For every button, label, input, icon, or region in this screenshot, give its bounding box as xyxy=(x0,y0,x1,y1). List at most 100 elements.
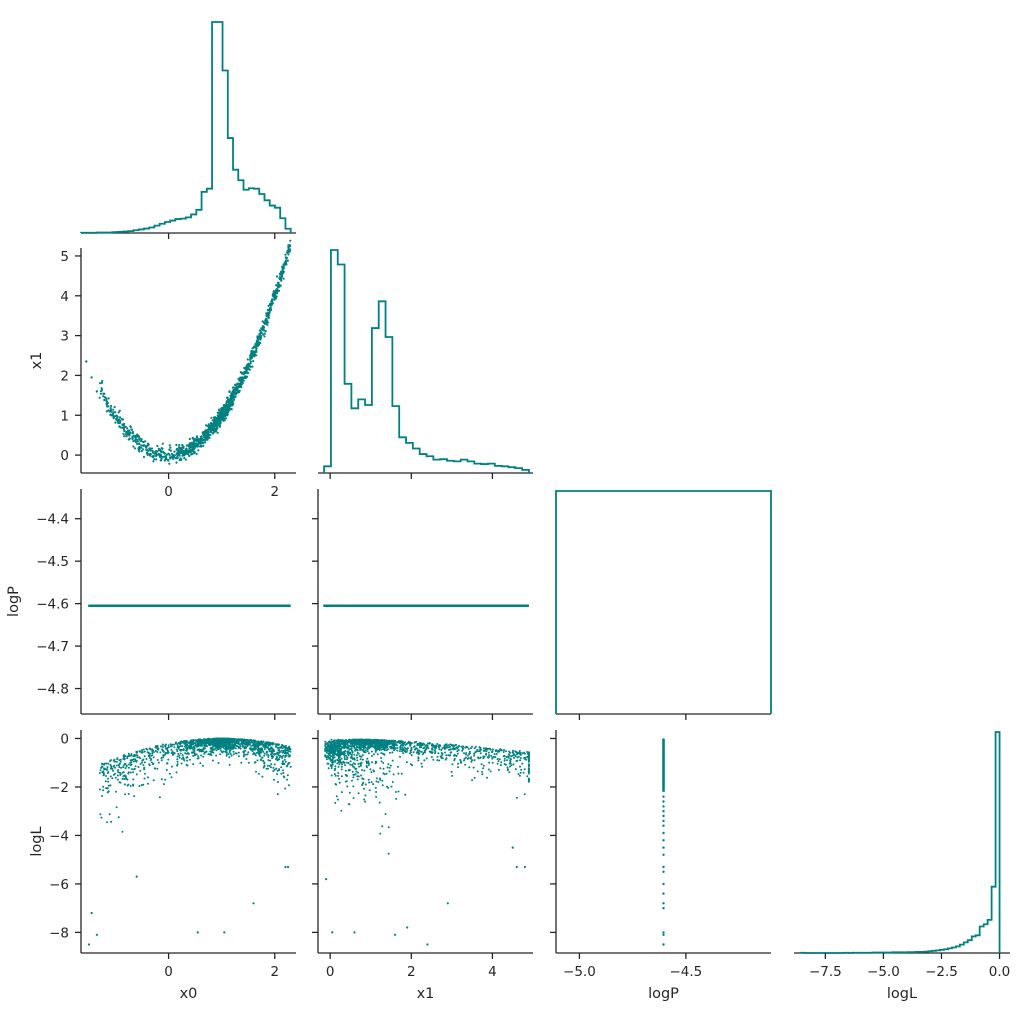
s_x0_logL-point xyxy=(237,747,240,749)
s_x0_x1-point xyxy=(247,362,250,365)
s_x1_logP-point xyxy=(339,604,342,607)
s_x1_logL-point xyxy=(361,769,363,771)
s_x1_logL-point xyxy=(324,745,327,748)
s_x1_logL-point xyxy=(440,749,443,751)
s_x0_logL-point xyxy=(124,775,127,778)
s_x0_logL-point xyxy=(116,774,119,777)
s_x0_logL-point xyxy=(112,773,115,776)
s_x1_logL-point xyxy=(476,770,479,773)
s_x0_logP-point xyxy=(112,604,115,607)
s_x0_logL-point xyxy=(230,754,233,757)
s_x0_x1-point xyxy=(188,447,191,450)
s_x1_logL-point xyxy=(526,752,529,755)
s_x0_x1-point xyxy=(167,459,170,462)
s_x0_logL-point xyxy=(176,760,179,763)
s_x0_x1-point xyxy=(225,406,228,409)
s_x0_logL-point xyxy=(138,785,141,787)
s_x0_x1-point xyxy=(176,454,179,457)
s_x1_logL-point xyxy=(333,744,336,746)
s_x0_x1-point xyxy=(210,427,213,431)
s_logP_logL-point xyxy=(662,805,665,808)
s_x1_logL-point xyxy=(449,748,451,751)
s_x1_logL-point xyxy=(336,798,339,801)
s_x0_x1-x-tick-label: 2 xyxy=(270,484,279,500)
s_x0_logL-point xyxy=(251,747,254,750)
h_x1-step xyxy=(323,249,530,473)
s_x1_logL-point xyxy=(409,744,412,747)
s_x0_x1-point xyxy=(168,462,171,465)
s_x0_logL-point xyxy=(262,750,265,753)
s_x1_logL-point xyxy=(401,743,404,746)
s_x0_x1-point xyxy=(231,400,235,403)
s_x1_logL-point xyxy=(463,757,466,760)
s_x0_x1-point xyxy=(279,270,283,273)
histogram-logP-panel xyxy=(555,490,772,720)
s_x1_logL-point xyxy=(325,878,328,881)
s_x1_logL-point xyxy=(526,775,529,778)
s_x1_logL-point xyxy=(340,739,343,742)
s_x0_x1-point xyxy=(184,451,187,454)
s_x0_logL-point xyxy=(194,754,196,757)
s_x1_logL-point xyxy=(470,760,473,763)
s_x1_logL-point xyxy=(356,756,358,759)
s_x1_logL-point xyxy=(446,746,449,749)
s_x1_logL-point xyxy=(427,747,430,749)
s_x1_logL-point xyxy=(514,768,517,771)
s_x0_logL-point xyxy=(144,772,146,775)
s_x0_x1-point xyxy=(197,449,200,452)
s_x1_logL-point xyxy=(521,752,524,755)
s_x0_logL-point xyxy=(229,752,232,755)
s_x1_logL-point xyxy=(457,745,460,748)
s_x0_logL-point xyxy=(276,773,278,776)
s_x0_x1-point xyxy=(267,312,270,315)
s_x1_logL-point xyxy=(487,768,490,771)
s_x1_logL-point xyxy=(527,772,530,775)
s_x0_x1-point xyxy=(119,419,122,422)
s_x0_logL-point xyxy=(234,738,237,741)
s_x1_logL-point xyxy=(381,784,384,787)
s_x0_logL-point xyxy=(221,738,224,741)
s_x0_x1-point xyxy=(234,387,237,390)
s_x0_logL-point xyxy=(160,745,163,748)
s_x0_logL-point xyxy=(275,755,278,758)
s_x1_logL-point xyxy=(360,745,363,748)
s_x1_logL-point xyxy=(348,745,351,747)
s_x0_logL-point xyxy=(254,754,257,757)
s_x0_logL-point xyxy=(210,754,213,757)
s_x1_logL-point xyxy=(361,784,364,786)
s_x1_logL-point xyxy=(353,740,356,742)
s_x0_x1-point xyxy=(267,304,270,307)
s_x1_logL-point xyxy=(382,747,385,749)
s_x0_x1-point xyxy=(255,349,258,352)
s_x0_logL-point xyxy=(258,753,261,755)
s_x0_logL-point xyxy=(279,751,282,753)
s_x1_logL-point xyxy=(388,766,391,769)
s_x0_logL-point xyxy=(127,793,130,795)
s_x0_x1-point xyxy=(165,458,168,461)
s_x0_logL-point xyxy=(150,754,153,757)
s_x1_logL-point xyxy=(327,767,330,770)
s_x0_logL-point xyxy=(107,790,110,793)
s_x0_x1-point xyxy=(175,443,178,446)
s_logP_logL-point xyxy=(662,831,665,835)
s_x1_logL-point xyxy=(382,772,385,775)
s_x0_logL-point xyxy=(106,766,109,769)
s_x1_logL-point xyxy=(425,744,428,747)
s_x0_logL-point xyxy=(154,750,157,752)
s_x0_x1-point xyxy=(191,436,194,439)
s_x1_logL-point xyxy=(353,741,356,744)
s_x0_x1-point xyxy=(100,388,104,392)
s_x0_logL-point xyxy=(184,752,187,755)
s_x0_logL-point xyxy=(124,793,127,796)
s_logP_logL-x-label: logP xyxy=(648,986,679,1002)
s_x0_x1-point xyxy=(118,425,121,428)
s_x1_logL-point xyxy=(406,926,409,929)
s_x0_x1-point xyxy=(187,452,190,455)
s_x0_x1-point xyxy=(136,442,139,445)
s_x1_logL-point xyxy=(364,749,367,752)
s_x0_logL-point xyxy=(112,769,114,772)
s_x1_logL-point xyxy=(451,774,454,777)
s_x1_logL-point xyxy=(326,748,329,751)
s_x0_x1-point xyxy=(176,452,179,455)
s_x1_logL-point xyxy=(436,759,439,762)
